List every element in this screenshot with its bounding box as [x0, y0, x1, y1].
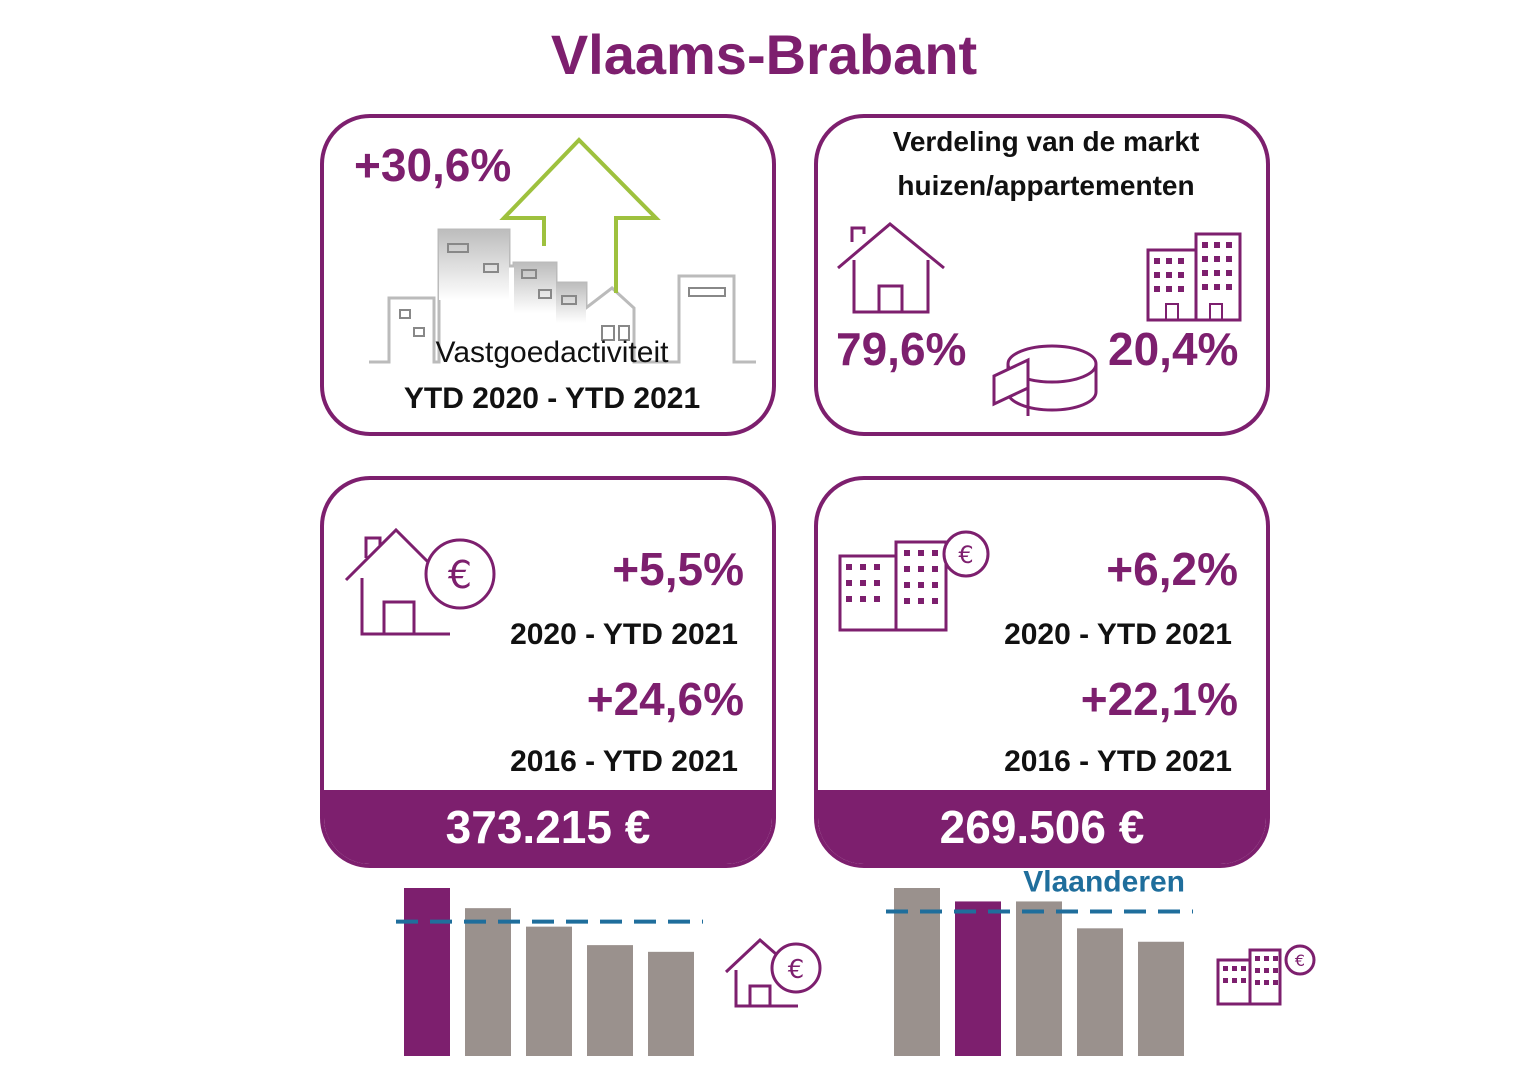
bar-2 [1016, 901, 1062, 1056]
svg-text:€: € [1295, 951, 1305, 970]
market-title-line2: huizen/appartementen [897, 170, 1195, 201]
house-euro-icon: € [344, 527, 496, 636]
house-change-1: +5,5% [612, 543, 744, 595]
apartments-share: 20,4% [1108, 323, 1239, 375]
house-icon [837, 222, 945, 314]
activity-label: Vastgoedactiviteit [435, 336, 669, 369]
house-price-footer: 373.215 € [324, 790, 772, 864]
bar-4 [1138, 941, 1184, 1056]
apartment-price-bar-chart: Vlaanderen [886, 866, 1193, 1056]
small-apartment-euro-icon: € [1216, 944, 1316, 1006]
small-house-euro-icon: € [724, 937, 822, 1008]
bar-1 [955, 901, 1001, 1056]
house-price-card: € +5,5% 2020 - YTD 2021 +24,6% 2016 - YT… [320, 476, 776, 868]
activity-card: +30,6% Vastgoedactiviteit YTD 2020 - YTD… [320, 114, 776, 436]
market-title-line1: Verdeling van de markt [892, 126, 1200, 157]
apartment-building-icon [1146, 232, 1242, 322]
apartment-period-2: 2016 - YTD 2021 [1004, 745, 1232, 778]
bar-1 [465, 908, 511, 1056]
svg-text:€: € [448, 553, 472, 597]
activity-change: +30,6% [354, 139, 512, 191]
house-period-2: 2016 - YTD 2021 [510, 745, 738, 778]
apartment-euro-icon: € [838, 530, 990, 632]
bar-0 [404, 888, 450, 1056]
bar-4 [648, 951, 694, 1056]
pie-chart-icon [992, 344, 1098, 416]
reference-line-label: Vlaanderen [1023, 866, 1185, 899]
page-title: Vlaams-Brabant [550, 23, 978, 86]
house-price-bar-chart [396, 888, 703, 1056]
apartment-price-card: € +6,2% 2020 - YTD 2021 +22,1% 2016 - YT… [814, 476, 1270, 868]
bar-3 [587, 945, 633, 1056]
apartment-change-2: +22,1% [1080, 673, 1238, 725]
house-change-2: +24,6% [586, 673, 744, 725]
apartment-period-1: 2020 - YTD 2021 [1004, 618, 1232, 651]
house-period-1: 2020 - YTD 2021 [510, 618, 738, 651]
houses-share: 79,6% [836, 323, 967, 375]
activity-period: YTD 2020 - YTD 2021 [403, 382, 701, 415]
apartment-price-footer: 269.506 € [818, 790, 1266, 864]
apartment-change-1: +6,2% [1106, 543, 1238, 595]
bar-3 [1077, 928, 1123, 1056]
svg-text:€: € [958, 541, 973, 569]
city-arrow-icon [369, 137, 756, 364]
bar-0 [894, 888, 940, 1056]
svg-text:€: € [788, 955, 805, 985]
bar-2 [526, 926, 572, 1056]
market-split-card: Verdeling van de markt huizen/appartemen… [814, 114, 1270, 436]
